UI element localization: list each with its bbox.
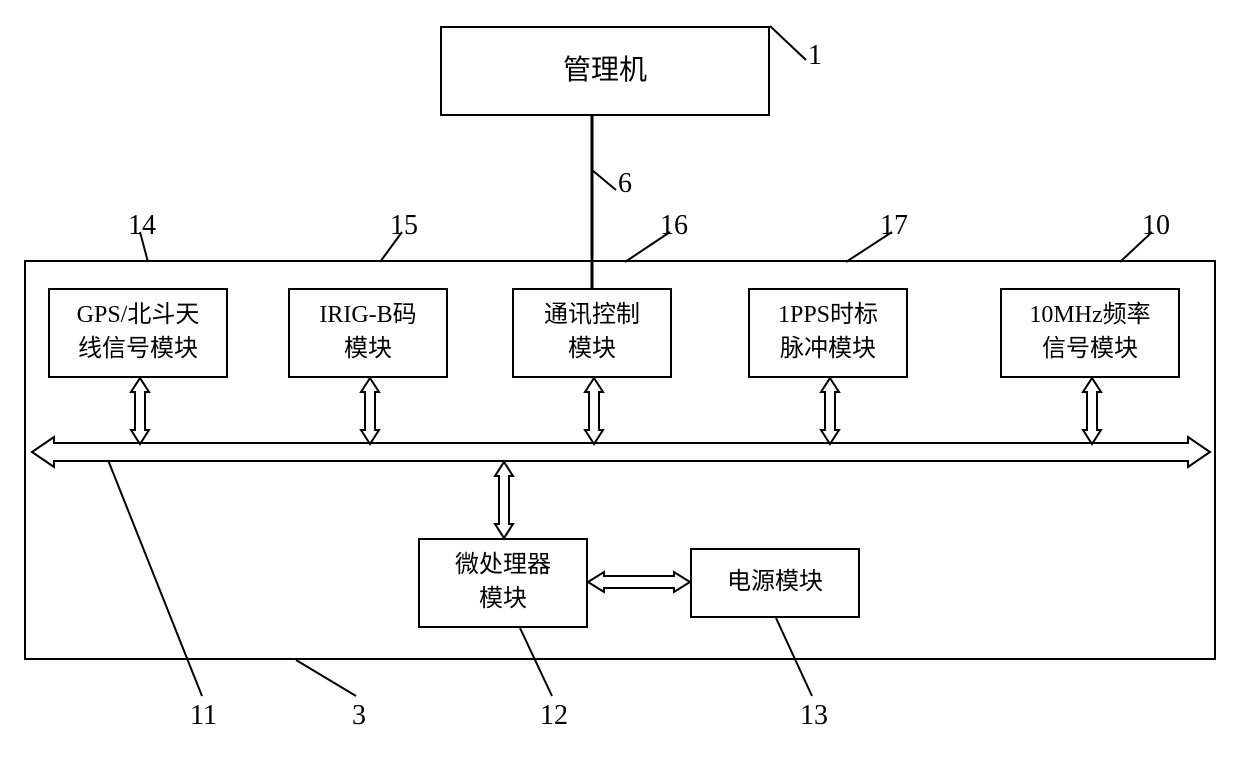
label-11: 11 <box>190 700 217 732</box>
microprocessor-module: 微处理器模块 <box>418 538 588 628</box>
irig-b-label: IRIG-B码模块 <box>319 299 416 366</box>
label-13: 13 <box>800 700 828 732</box>
gps-beidou-label: GPS/北斗天线信号模块 <box>77 299 200 366</box>
mhz-frequency-label: 10MHz频率信号模块 <box>1029 299 1150 366</box>
communication-control-label: 通讯控制模块 <box>544 299 640 366</box>
power-label: 电源模块 <box>727 566 823 600</box>
pps-timing-label: 1PPS时标脉冲模块 <box>778 299 878 366</box>
label-15: 15 <box>390 210 418 242</box>
microprocessor-label: 微处理器模块 <box>455 549 551 616</box>
manager-label: 管理机 <box>563 51 647 90</box>
label-17: 17 <box>880 210 908 242</box>
label-10: 10 <box>1142 210 1170 242</box>
label-14: 14 <box>128 210 156 242</box>
pps-timing-module: 1PPS时标脉冲模块 <box>748 288 908 378</box>
label-6: 6 <box>618 168 632 200</box>
label-12: 12 <box>540 700 568 732</box>
irig-b-module: IRIG-B码模块 <box>288 288 448 378</box>
label-1: 1 <box>808 40 822 72</box>
communication-control-module: 通讯控制模块 <box>512 288 672 378</box>
label-3: 3 <box>352 700 366 732</box>
manager-box: 管理机 <box>440 26 770 116</box>
mhz-frequency-module: 10MHz频率信号模块 <box>1000 288 1180 378</box>
power-module: 电源模块 <box>690 548 860 618</box>
label-16: 16 <box>660 210 688 242</box>
gps-beidou-module: GPS/北斗天线信号模块 <box>48 288 228 378</box>
